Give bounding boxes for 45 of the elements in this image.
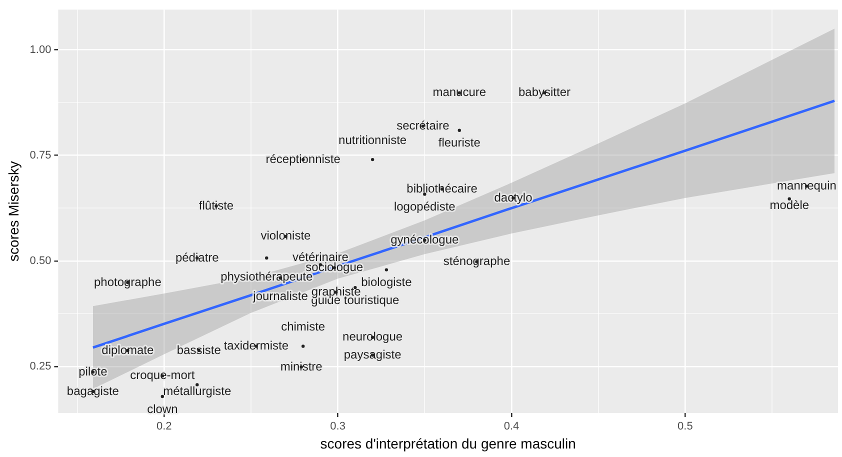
data-label: biologiste [361,275,412,290]
y-tick-label: 0.25 [30,360,52,373]
data-label: croque-mort [130,368,196,382]
data-label: journaliste [252,289,308,304]
point [301,344,305,348]
data-label: sténographe [443,254,510,268]
x-tick-label: 0.3 [330,420,346,433]
data-label: flûtiste [198,198,234,212]
data-label: chimiste [281,320,326,334]
data-label: pédiatre [175,250,220,264]
data-label: photographe [94,274,162,289]
data-label: mannequin [777,178,836,192]
data-label: violoniste [260,228,312,243]
data-label: logopédiste [394,200,456,214]
data-label: paysagiste [344,347,402,362]
y-tick-label: 0.75 [30,149,52,162]
point [265,256,268,260]
data-label: taxidermiste [224,338,289,353]
point [384,268,388,272]
data-label: bassiste [176,342,222,357]
data-label: fleuriste [438,136,481,150]
data-label: pilote [78,364,108,378]
data-label: clown [147,402,178,416]
data-label: diplomate [102,342,154,357]
data-label: neurologue [342,330,403,344]
data-label: manucure [432,85,486,100]
data-label: dactylo [494,190,533,204]
x-tick-label: 0.2 [156,420,172,433]
data-label: modèle [770,198,810,212]
y-tick-label: 1.00 [30,44,52,56]
data-label: réceptionniste [266,152,341,166]
y-tick-label: 0.50 [30,254,52,267]
x-tick-label: 0.4 [504,420,520,433]
x-axis-title: scores d'interprétation du genre masculin [320,435,576,452]
x-tick-label: 0.5 [678,420,693,433]
data-label: métallurgiste [163,384,232,398]
point [458,128,461,132]
data-label: ministre [280,359,323,374]
y-axis-title: scores Misersky [5,161,22,262]
data-label: babysitter [518,85,571,100]
data-label: bagagiste [66,384,120,398]
data-label: bibliothécaire [406,181,478,196]
data-label: nutritionniste [338,132,407,147]
data-label: secrétaire [396,118,450,132]
point [370,158,374,162]
